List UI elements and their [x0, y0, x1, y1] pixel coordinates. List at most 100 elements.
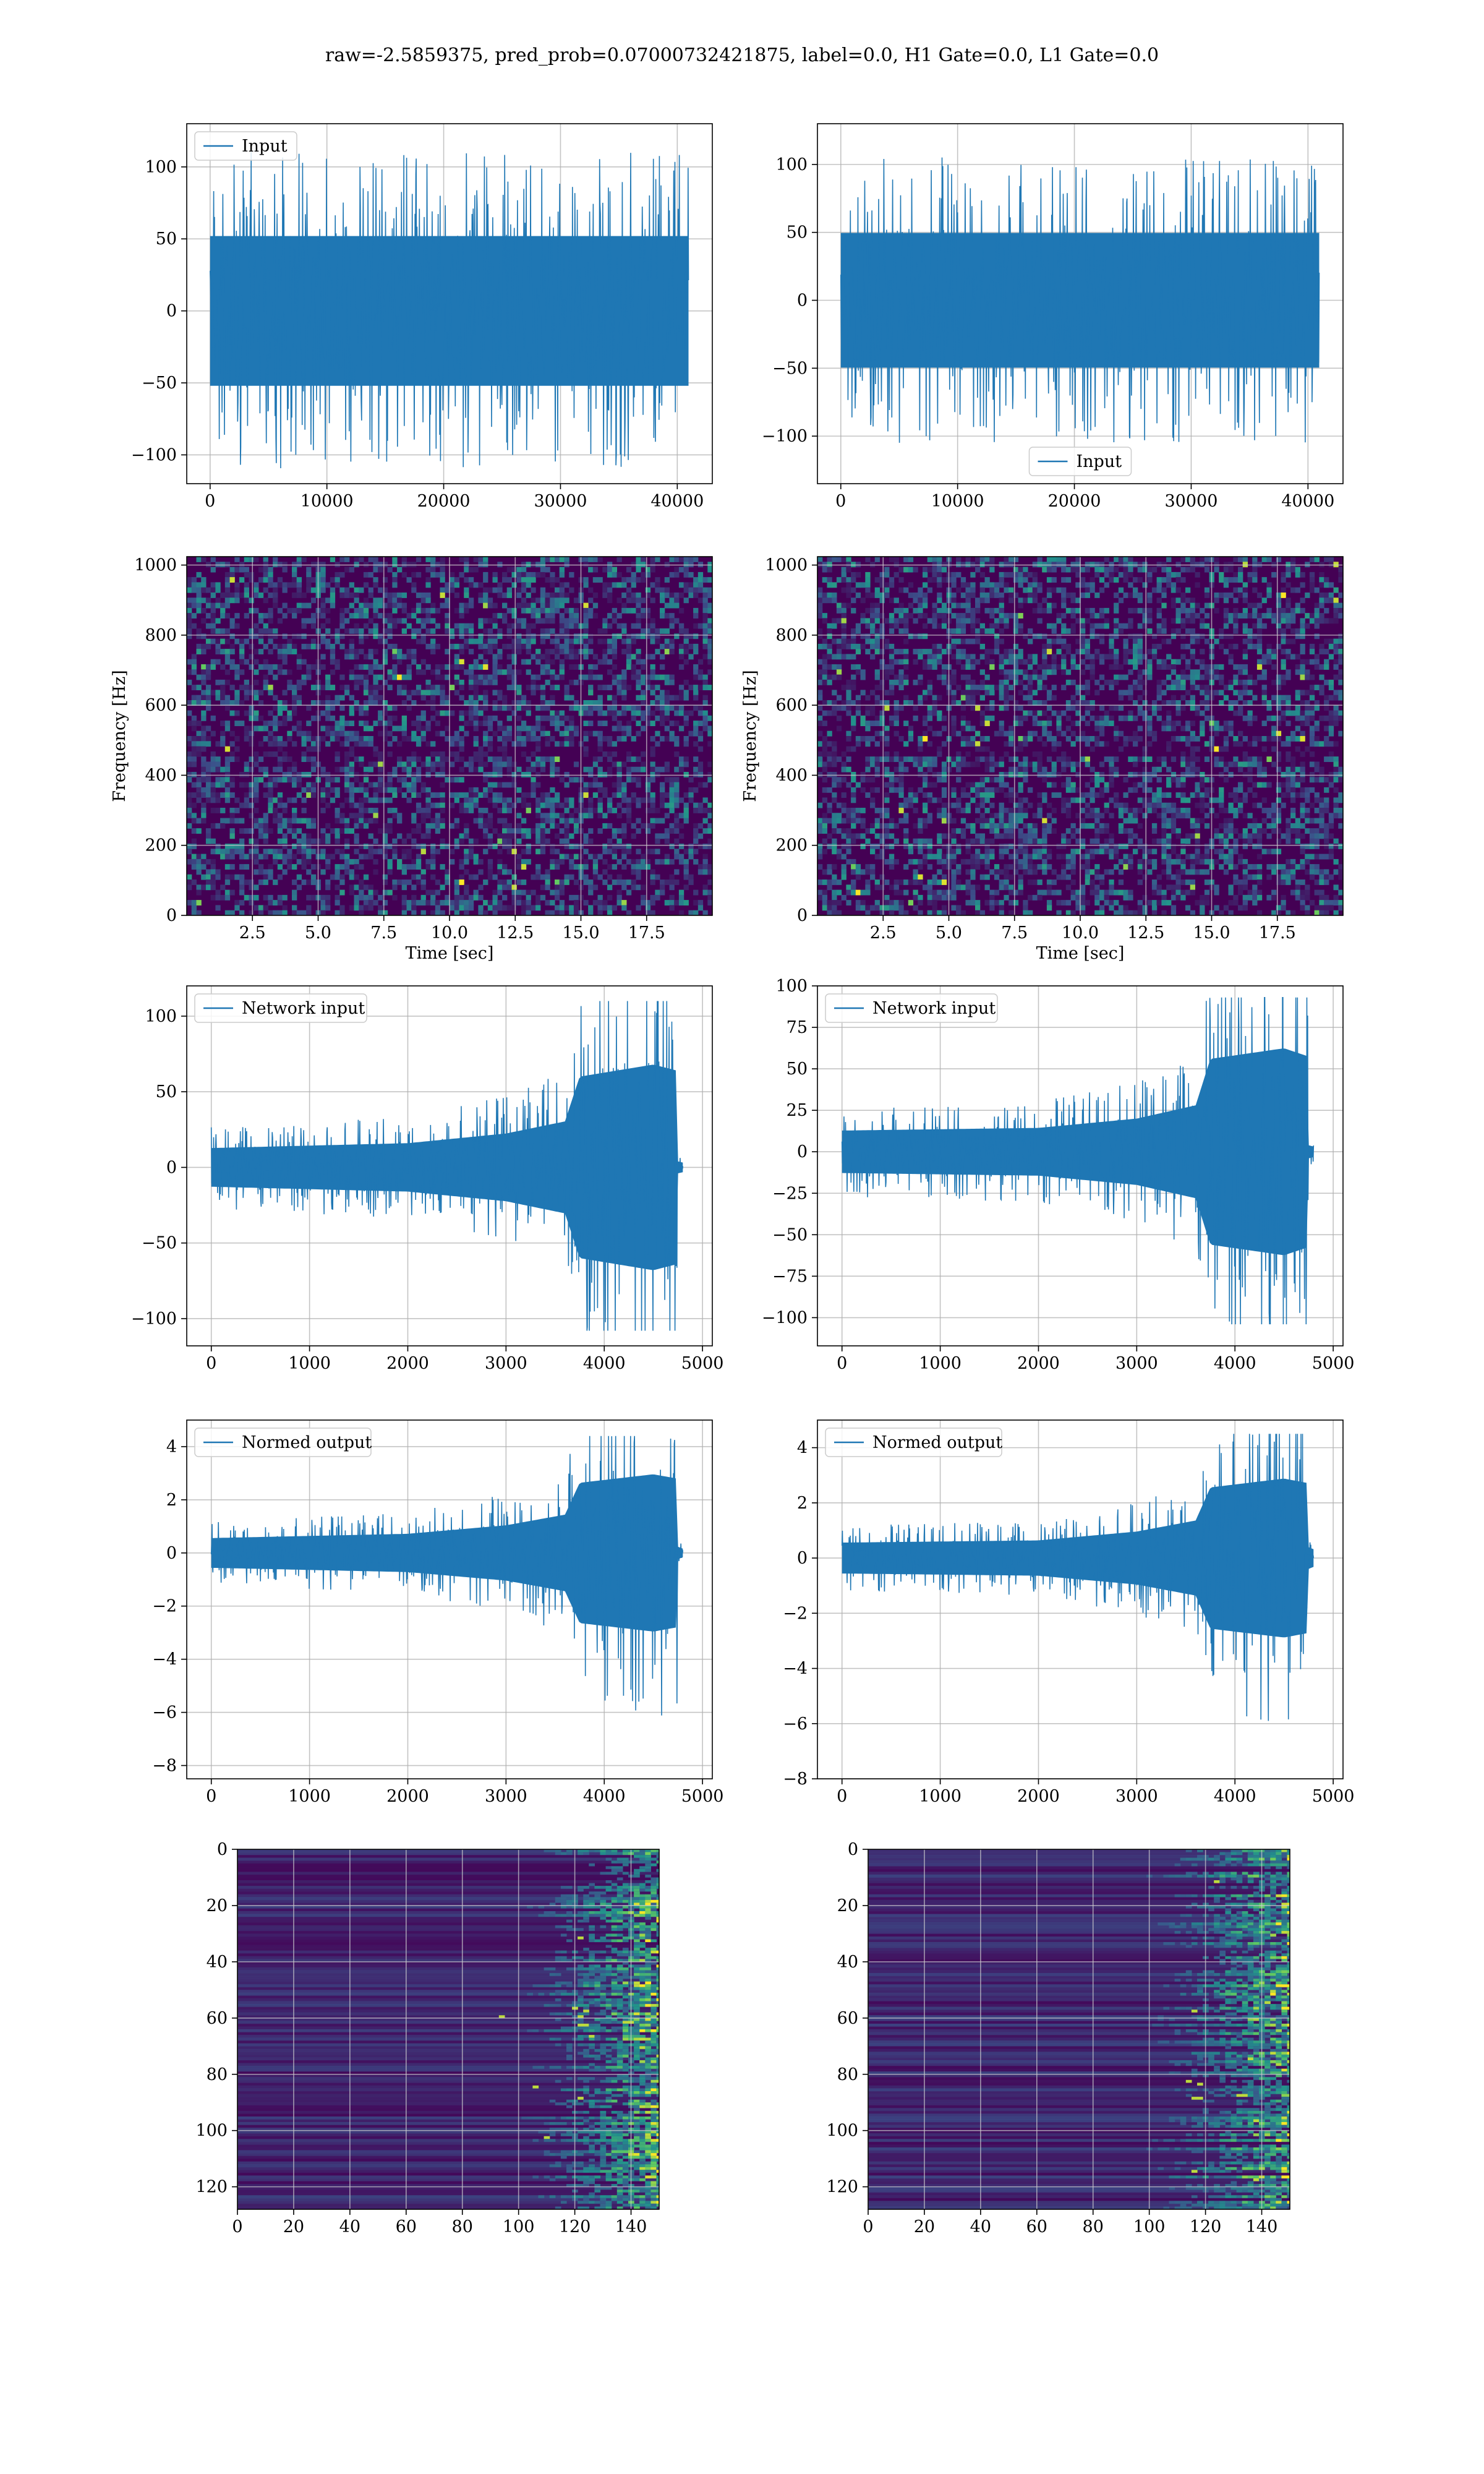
- x-tick-label: 20000: [1048, 492, 1101, 511]
- y-tick-label: 100: [195, 2121, 228, 2141]
- x-tick-label: 10000: [931, 492, 984, 511]
- x-tick-label: 15.0: [1193, 923, 1230, 943]
- legend-box: [194, 131, 297, 161]
- y-tick-label: 50: [787, 1059, 808, 1079]
- x-tick-label: 2000: [1017, 1354, 1060, 1373]
- y-tick-label: 0: [848, 1840, 858, 1859]
- y-tick-label: −50: [142, 374, 177, 393]
- x-axis-label: Time [sec]: [1036, 944, 1125, 963]
- y-tick-label: 1000: [765, 556, 808, 575]
- y-tick-label: −100: [762, 427, 808, 446]
- x-tick-label: 5000: [681, 1354, 724, 1373]
- heatmap-image: [868, 1849, 1290, 2209]
- y-tick-label: −100: [131, 445, 177, 464]
- x-tick-label: 30000: [1164, 492, 1217, 511]
- x-tick-label: 3000: [1115, 1787, 1158, 1806]
- legend: Input: [1028, 447, 1132, 476]
- series-line: [210, 1001, 684, 1331]
- y-tick-label: 25: [787, 1101, 808, 1120]
- x-tick-label: 20: [914, 2217, 935, 2236]
- legend: Normed output: [194, 1427, 372, 1457]
- y-tick-label: −4: [152, 1650, 177, 1669]
- axes-frame: [186, 1419, 713, 1779]
- legend-box: [194, 1427, 372, 1457]
- x-tick-label: 20000: [417, 492, 471, 511]
- grid-lines: [817, 557, 1343, 916]
- x-tick-label: 140: [1246, 2217, 1278, 2236]
- y-tick-label: 0: [797, 1142, 808, 1162]
- x-tick-label: 10.0: [1062, 923, 1099, 943]
- y-tick-label: 0: [797, 291, 808, 310]
- y-tick-label: 50: [787, 223, 808, 242]
- y-tick-label: −6: [152, 1703, 177, 1723]
- axes-frame: [237, 1849, 660, 2210]
- y-tick-label: 50: [156, 1082, 177, 1102]
- series-line: [210, 1436, 684, 1716]
- series-line: [841, 997, 1315, 1325]
- x-tick-label: 80: [452, 2217, 473, 2236]
- x-tick-label: 1000: [288, 1354, 331, 1373]
- series-line: [840, 157, 1320, 443]
- y-tick-label: 600: [145, 696, 177, 715]
- x-tick-label: 20: [283, 2217, 304, 2236]
- grid-lines: [187, 557, 712, 916]
- x-tick-label: 17.5: [628, 923, 665, 943]
- y-tick-label: 100: [826, 2121, 858, 2141]
- x-tick-label: 40000: [1281, 492, 1334, 511]
- x-tick-label: 12.5: [1127, 923, 1164, 943]
- y-tick-label: −2: [783, 1604, 808, 1623]
- chart-feature-map-h1: 0 20 40 60 80 100 120 140 0 20 40 60 80 100 120: [195, 1840, 660, 2236]
- y-tick-label: 40: [837, 1953, 858, 1972]
- figure-suptitle: raw=-2.5859375, pred_prob=0.070007324218…: [325, 45, 1159, 66]
- x-tick-label: 2000: [1017, 1787, 1060, 1806]
- y-tick-label: −25: [772, 1184, 808, 1203]
- axes-frame: [817, 123, 1344, 484]
- series-line: [210, 152, 689, 469]
- x-tick-label: 10000: [301, 492, 354, 511]
- x-tick-label: 1000: [288, 1787, 331, 1806]
- y-tick-label: 0: [166, 1544, 177, 1563]
- x-tick-label: 120: [559, 2217, 591, 2236]
- x-tick-label: 100: [503, 2217, 535, 2236]
- x-tick-label: 1000: [919, 1354, 962, 1373]
- series-line: [841, 1434, 1315, 1721]
- y-tick-label: 600: [775, 696, 808, 715]
- y-tick-label: −2: [152, 1597, 177, 1616]
- legend: Network input: [194, 993, 367, 1023]
- x-tick-label: 60: [396, 2217, 417, 2236]
- y-tick-label: 1000: [134, 556, 177, 575]
- chart-input-l1: 0 10000 20000 30000 40000 −100 −50 0 50 100 Input: [762, 123, 1344, 511]
- y-tick-label: −8: [783, 1770, 808, 1789]
- x-tick-label: 100: [1133, 2217, 1166, 2236]
- y-tick-label: −4: [783, 1659, 808, 1679]
- x-tick-label: 0: [837, 1354, 847, 1373]
- x-tick-label: 2.5: [870, 923, 897, 943]
- y-tick-label: 2: [797, 1494, 808, 1513]
- y-tick-label: 0: [166, 906, 177, 925]
- x-tick-label: 12.5: [497, 923, 534, 943]
- y-tick-label: 80: [207, 2065, 228, 2084]
- axes-frame: [186, 985, 713, 1346]
- chart-feature-map-l1: 0 20 40 60 80 100 120 140 0 20 40 60 80 100 120: [826, 1840, 1290, 2236]
- x-tick-label: 2000: [386, 1354, 429, 1373]
- x-tick-label: 0: [205, 492, 215, 511]
- y-tick-label: 100: [775, 977, 808, 996]
- y-tick-label: 4: [166, 1437, 177, 1457]
- x-tick-label: 2000: [386, 1787, 429, 1806]
- y-tick-label: 0: [166, 302, 177, 321]
- x-tick-label: 5000: [1312, 1354, 1355, 1373]
- y-tick-label: 0: [797, 906, 808, 925]
- y-tick-label: 20: [837, 1896, 858, 1915]
- y-tick-label: 40: [207, 1953, 228, 1972]
- y-tick-label: 50: [156, 229, 177, 249]
- x-tick-label: 3000: [485, 1354, 527, 1373]
- x-tick-label: 4000: [583, 1354, 626, 1373]
- x-tick-label: 17.5: [1259, 923, 1296, 943]
- x-tick-label: 0: [232, 2217, 242, 2236]
- y-tick-label: 800: [145, 626, 177, 645]
- y-tick-label: 200: [775, 836, 808, 855]
- y-axis-label: Frequency [Hz]: [741, 670, 760, 802]
- x-tick-label: 30000: [534, 492, 587, 511]
- chart-normed-output-h1: 0 1000 2000 3000 4000 5000 −8 −6 −4 −2 0 2 4 Normed o…: [152, 1419, 723, 1806]
- x-tick-label: 4000: [583, 1787, 626, 1806]
